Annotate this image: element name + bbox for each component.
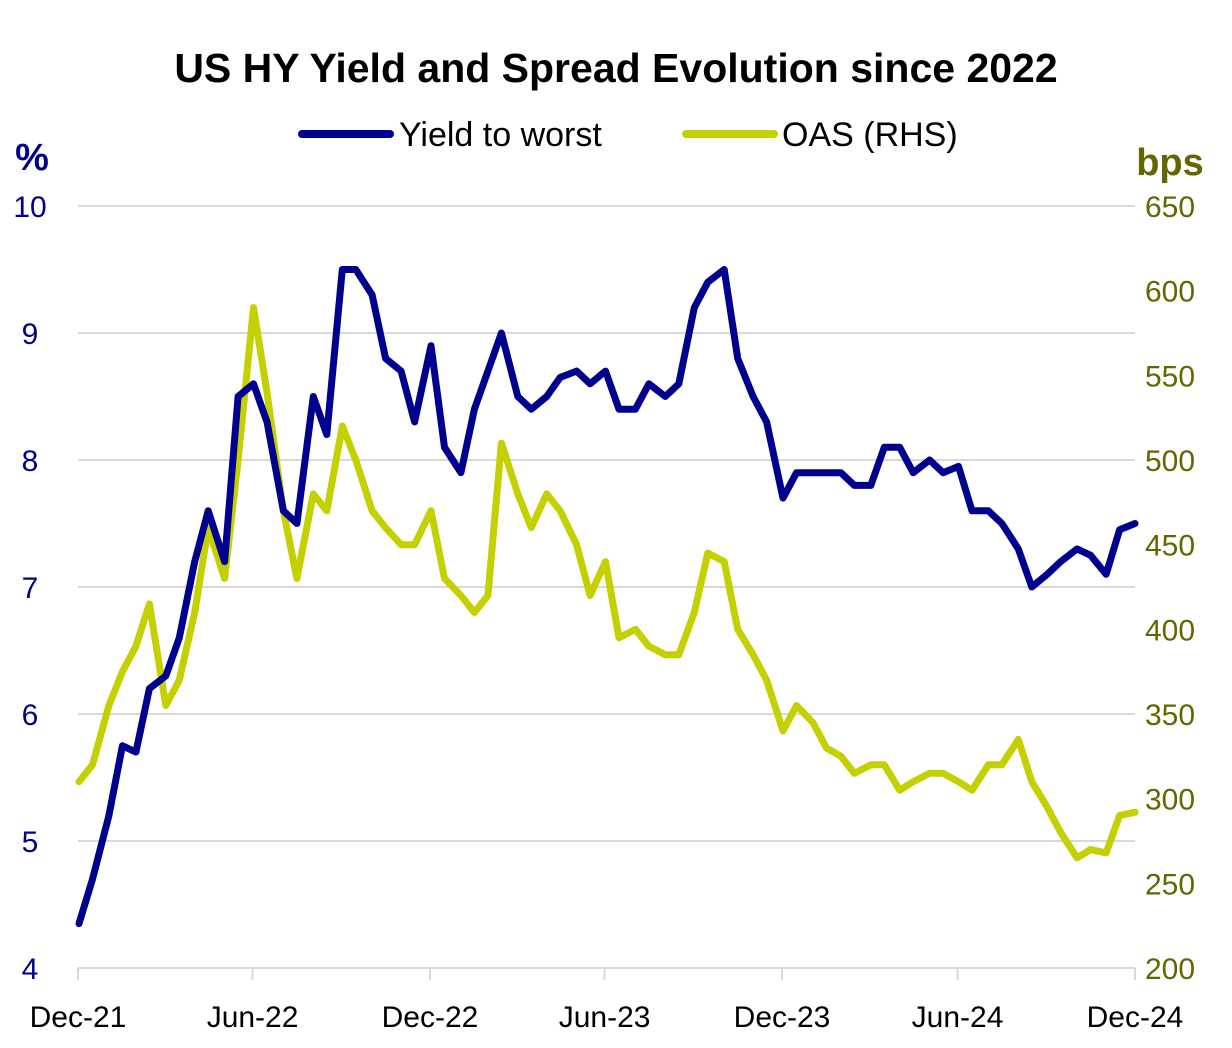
y-right-tick-label: 250 <box>1145 868 1195 901</box>
x-tick-label: Dec-21 <box>30 1001 127 1034</box>
y-left-tick-label: 4 <box>22 953 39 986</box>
y-left-tick-label: 7 <box>22 572 39 605</box>
x-tick-label: Dec-23 <box>734 1001 831 1034</box>
y-right-tick-label: 650 <box>1145 191 1195 224</box>
y-left-tick-label: 5 <box>22 826 39 859</box>
y-right-tick-label: 200 <box>1145 953 1195 986</box>
y-right-tick-label: 600 <box>1145 276 1195 309</box>
legend-label-oas: OAS (RHS) <box>782 116 958 154</box>
y-right-tick-label: 500 <box>1145 445 1195 478</box>
legend: Yield to worst OAS (RHS) <box>298 116 958 154</box>
y-right-label: bps <box>1136 142 1204 184</box>
y-right-tick-label: 450 <box>1145 530 1195 563</box>
y-left-tick-label: 10 <box>13 191 46 224</box>
x-tick-label: Dec-24 <box>1087 1001 1184 1034</box>
y-right-tick-label: 550 <box>1145 360 1195 393</box>
x-tick-label: Jun-24 <box>912 1001 1004 1034</box>
oas-line <box>75 304 1139 862</box>
chart-title: US HY Yield and Spread Evolution since 2… <box>174 45 1057 91</box>
y-right-tick-label: 400 <box>1145 614 1195 647</box>
y-right-tick-label: 300 <box>1145 784 1195 817</box>
legend-label-yield: Yield to worst <box>399 116 602 154</box>
y-left-tick-label: 8 <box>22 445 39 478</box>
yield-line <box>75 266 1139 928</box>
x-tick-label: Jun-23 <box>559 1001 651 1034</box>
y-left-tick-label: 9 <box>22 318 39 351</box>
y-left-label: % <box>15 137 49 179</box>
y-right-tick-label: 350 <box>1145 699 1195 732</box>
x-tick-label: Dec-22 <box>382 1001 479 1034</box>
y-left-tick-label: 6 <box>22 699 39 732</box>
x-tick-label: Jun-22 <box>207 1001 299 1034</box>
